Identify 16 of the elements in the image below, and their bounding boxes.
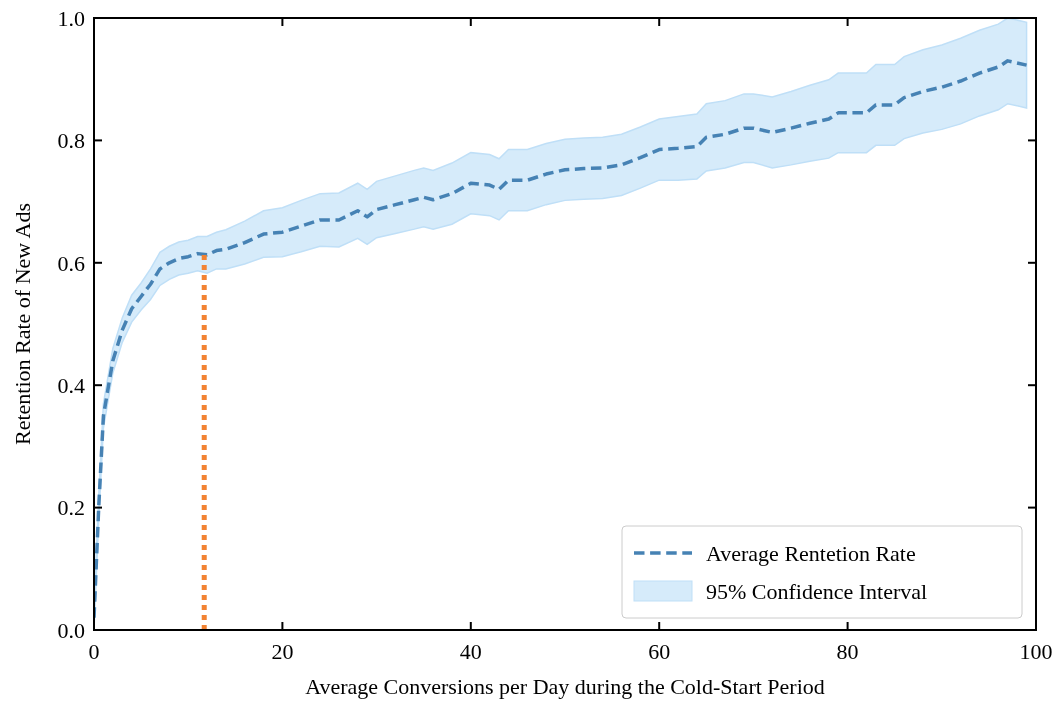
y-tick-label: 0.8 [57,128,85,154]
x-axis-title: Average Conversions per Day during the Cold-Start Period [305,674,825,699]
y-tick-label: 1.0 [57,5,85,31]
x-tick-label: 0 [88,639,100,664]
annotation: 95% Confidence Interval [706,578,928,604]
x-tick-label: 40 [459,639,482,664]
x-tick-label: 80 [836,639,859,664]
y-tick-label: 0.2 [57,495,85,521]
y-axis-title: Retention Rate of New Ads [10,203,35,445]
x-tick-label: 20 [271,639,294,664]
legend-label: Average Rentetion Rate [706,540,916,566]
y-tick-label: 0.6 [57,250,85,276]
y-tick-label: 0.4 [57,372,85,398]
x-tick-label: 100 [1019,639,1053,664]
x-tick-label: 60 [648,639,671,664]
y-tick-label: 0.0 [57,617,85,643]
